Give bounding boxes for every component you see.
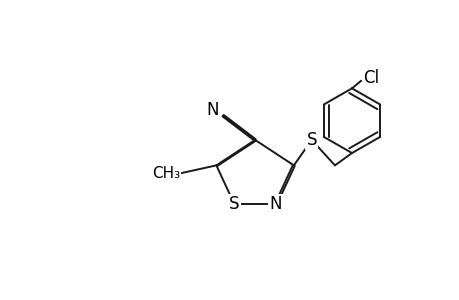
Text: S: S [306, 131, 316, 149]
Text: CH₃: CH₃ [151, 166, 179, 181]
Text: N: N [269, 195, 282, 213]
Text: S: S [229, 195, 239, 213]
Text: Cl: Cl [363, 69, 379, 87]
Text: N: N [207, 101, 219, 119]
